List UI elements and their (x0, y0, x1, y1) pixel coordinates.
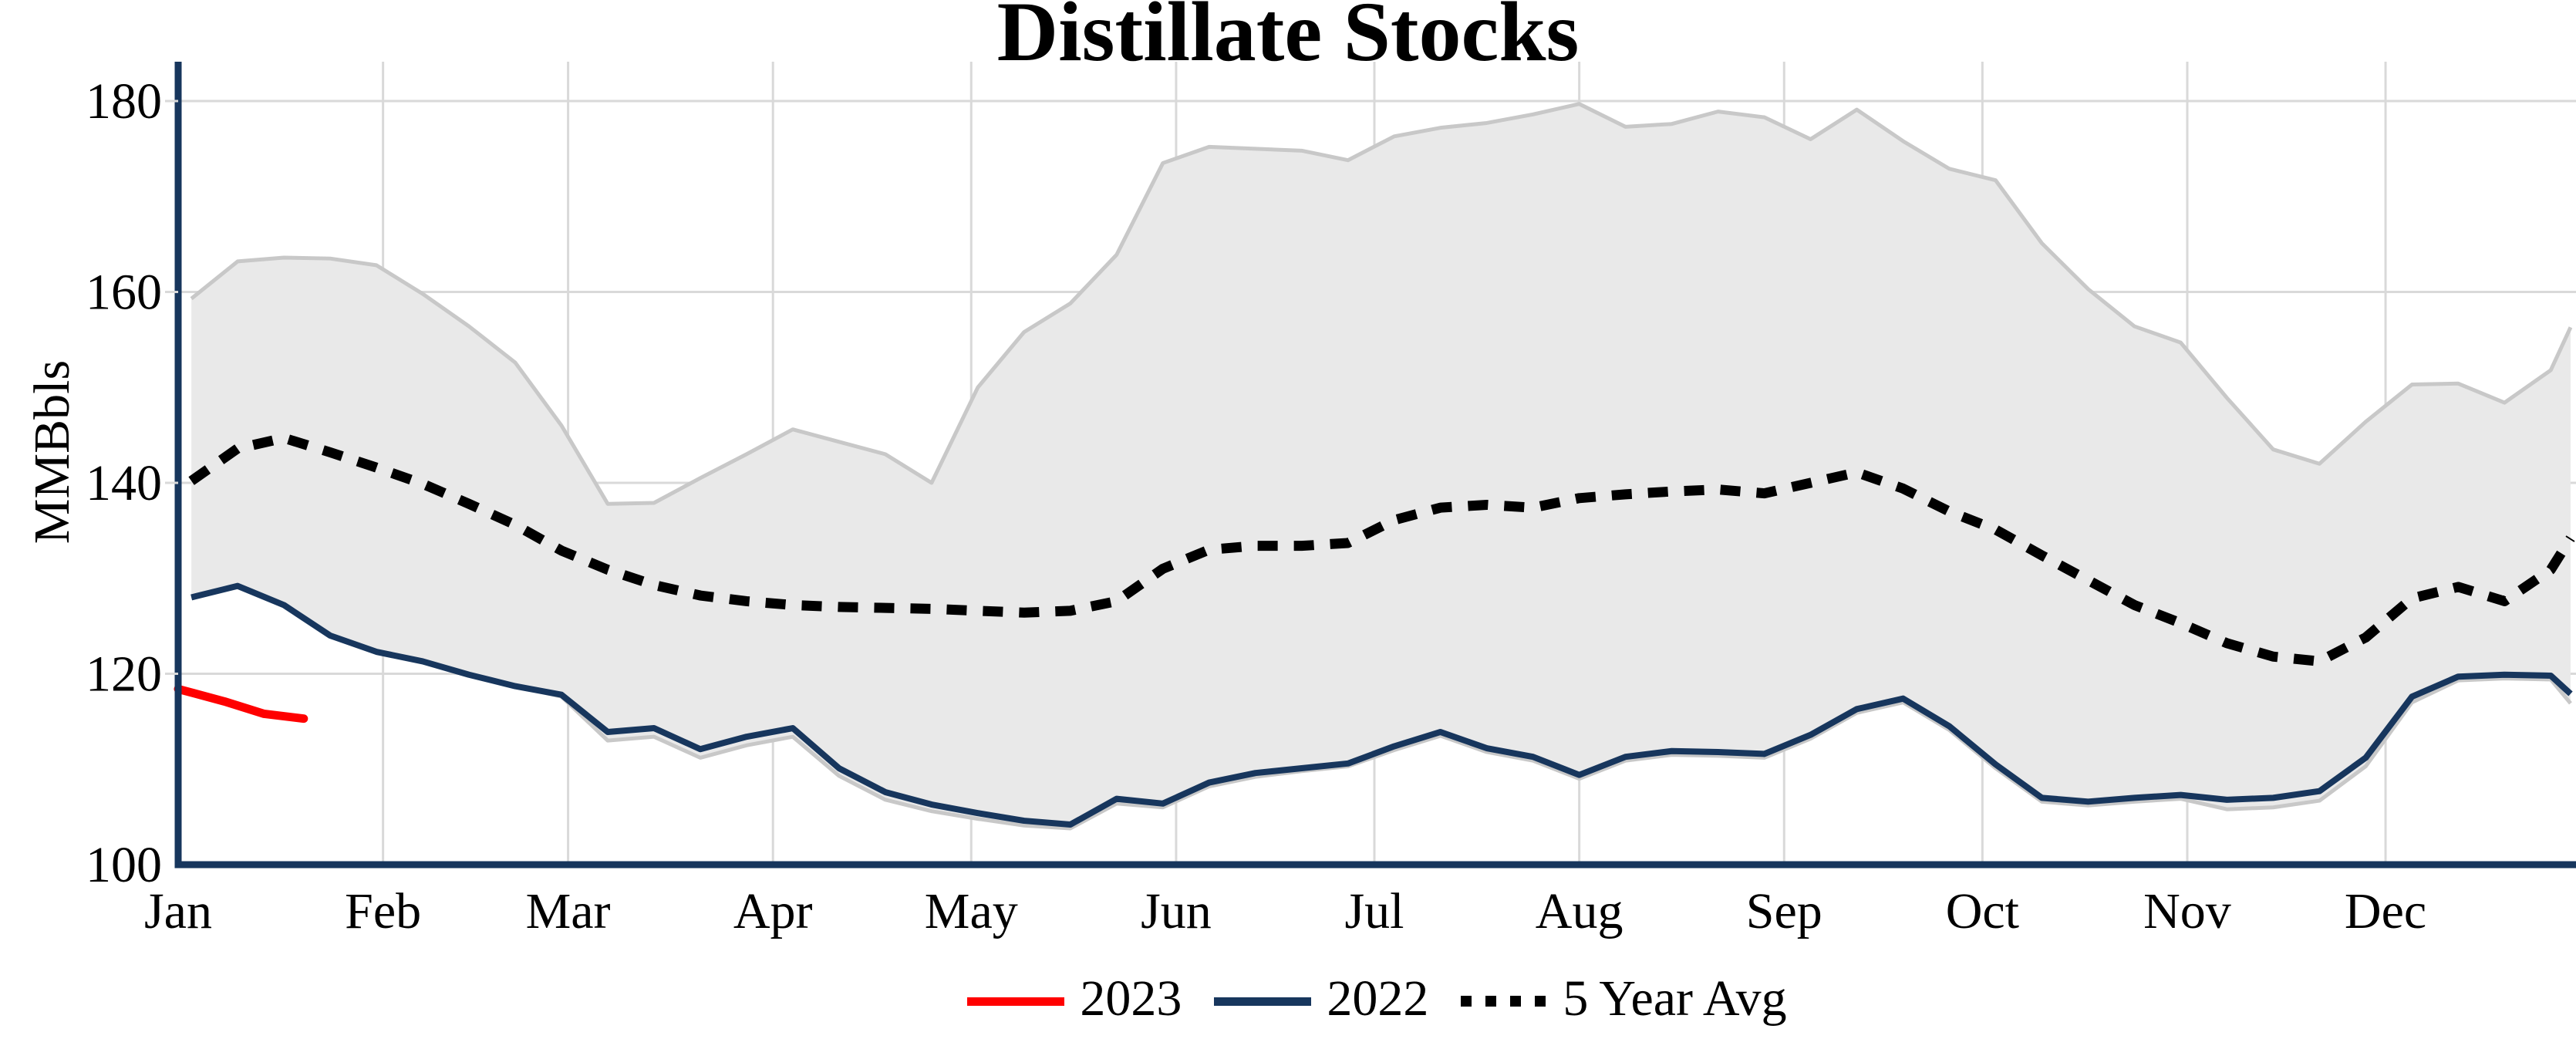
x-tick-label: Oct (1946, 883, 2019, 939)
x-tick-label: Feb (345, 883, 421, 939)
legend-swatch-2022-line (1214, 997, 1312, 1006)
legend-label-2023: 2023 (1080, 970, 1182, 1027)
legend-item-5yr-avg: 5 Year Avg (1461, 970, 1787, 1029)
chart-title: Distillate Stocks (996, 0, 1580, 79)
x-tick-label: Apr (733, 883, 813, 939)
five-year-range-upper-edge (190, 102, 2573, 506)
x-tick-label: Dec (2345, 883, 2426, 939)
y-tick-label: 120 (86, 646, 162, 703)
legend-label-2022: 2022 (1327, 970, 1429, 1027)
x-tick-label: Jun (1141, 883, 1212, 939)
five-year-range-lower-edge (191, 584, 2572, 831)
legend: 2023 2022 5 Year Avg (178, 966, 2576, 1037)
series-2023-line (174, 684, 309, 724)
legend-item-2022: 2022 (1214, 973, 1428, 1029)
x-tick-label: Mar (526, 883, 611, 939)
y-tick-label: 180 (86, 73, 162, 130)
x-tick-label: Jan (144, 883, 212, 939)
legend-swatch-5yr-avg-dotted-line (1461, 996, 1548, 1007)
x-tick-label: May (925, 883, 1018, 939)
legend-item-2023: 2023 (967, 973, 1182, 1029)
x-tick-label: Nov (2143, 883, 2231, 939)
five-year-range-band (191, 103, 2571, 828)
series-2022-line (191, 582, 2573, 828)
x-tick-label: Jul (1344, 883, 1404, 939)
y-tick-label: 160 (86, 265, 162, 321)
legend-swatch-2023-line (967, 997, 1065, 1006)
legend-label-5yr-avg: 5 Year Avg (1563, 970, 1787, 1027)
y-tick-label: 100 (86, 837, 162, 893)
x-tick-label: Sep (1746, 883, 1822, 939)
five-year-avg-line (188, 433, 2575, 666)
y-tick-label: 140 (86, 455, 162, 511)
x-tick-label: Aug (1536, 883, 1623, 939)
